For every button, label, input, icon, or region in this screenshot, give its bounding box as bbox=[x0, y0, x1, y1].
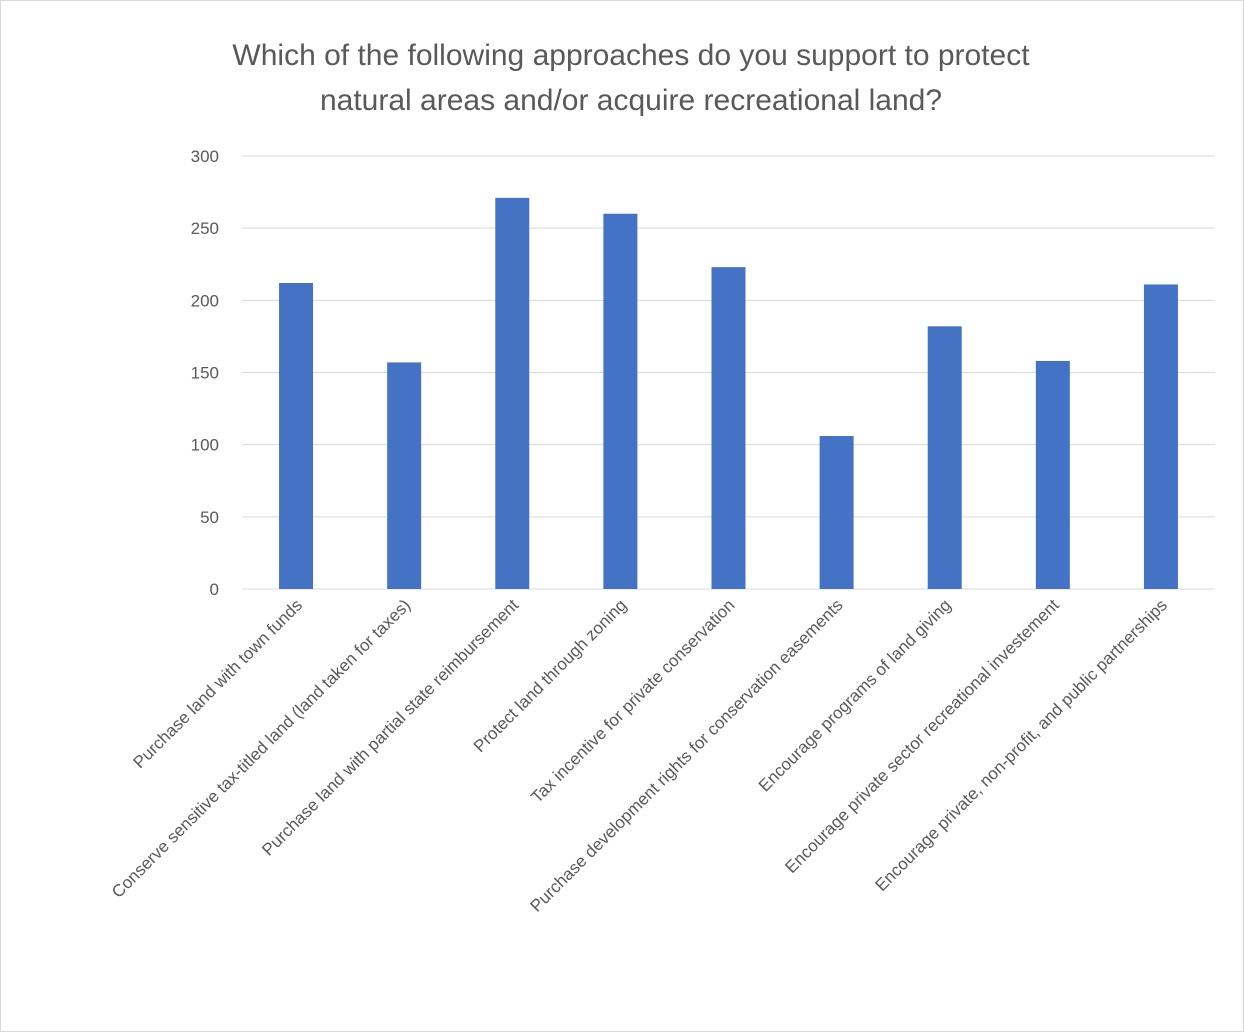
y-axis-ticks: 0 50 100 150 200 250 300 bbox=[191, 147, 219, 599]
chart-title-line-2: natural areas and/or acquire recreationa… bbox=[319, 84, 943, 117]
y-tick-label-0: 0 bbox=[210, 580, 219, 599]
bar-4 bbox=[603, 213, 638, 589]
bar-1 bbox=[279, 283, 314, 589]
y-tick-label-200: 200 bbox=[191, 291, 219, 310]
y-tick-label-300: 300 bbox=[191, 147, 219, 166]
bar-2 bbox=[387, 362, 422, 589]
x-category-label-1: Purchase land with town funds bbox=[130, 596, 306, 772]
y-tick-label-150: 150 bbox=[191, 364, 219, 383]
chart-title: Which of the following approaches do you… bbox=[101, 33, 1161, 123]
y-tick-label-50: 50 bbox=[200, 508, 219, 527]
x-category-label-5: Tax incentive for private conservation bbox=[527, 596, 738, 807]
y-tick-label-250: 250 bbox=[191, 219, 219, 238]
bars bbox=[279, 197, 1178, 589]
bar-7 bbox=[927, 326, 962, 589]
bar-3 bbox=[495, 197, 530, 589]
bar-6 bbox=[819, 436, 854, 589]
chart-title-line-1: Which of the following approaches do you… bbox=[232, 39, 1030, 72]
y-tick-label-100: 100 bbox=[191, 436, 219, 455]
x-category-label-7: Encourage programs of land giving bbox=[755, 596, 955, 796]
bar-5 bbox=[711, 267, 746, 589]
bar-8 bbox=[1035, 360, 1070, 589]
bar-9 bbox=[1143, 284, 1178, 589]
x-category-label-3: Purchase land with partial state reimbur… bbox=[258, 595, 522, 859]
